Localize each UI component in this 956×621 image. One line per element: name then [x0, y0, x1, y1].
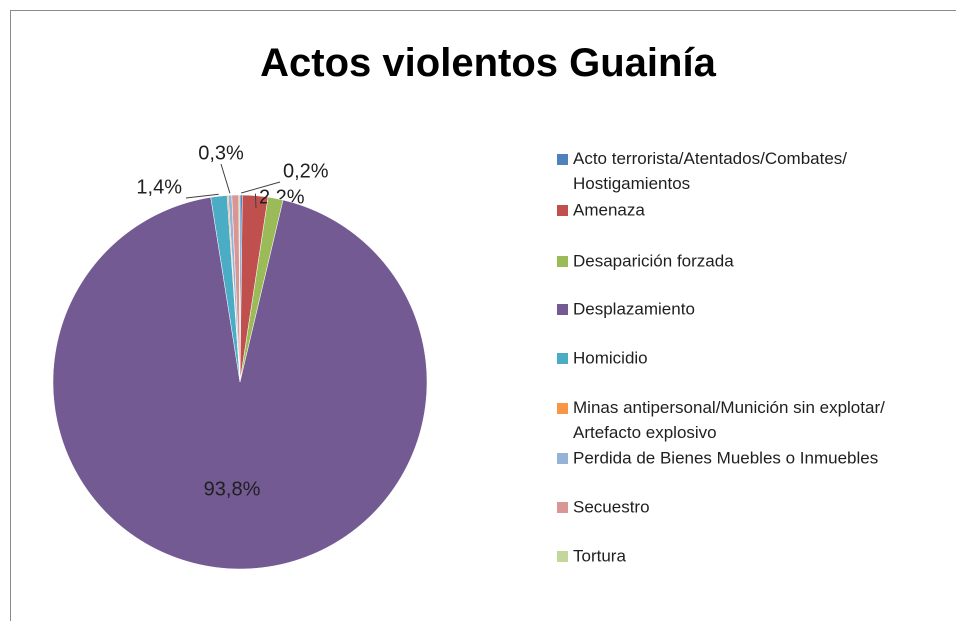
chart-border [10, 10, 956, 621]
legend-label-line: Artefacto explosivo [573, 423, 717, 442]
pie: 0,2%2,2%93,8%1,4%0,3% [52, 142, 428, 570]
leader-line [220, 163, 231, 194]
data-label: 1,4% [136, 176, 182, 198]
leader-line [241, 181, 281, 194]
legend-swatch [557, 551, 568, 562]
legend-label: Secuestro [573, 497, 650, 516]
legend-swatch [557, 502, 568, 513]
chart-title: Actos violentos Guainía [260, 41, 716, 85]
data-label: 0,3% [198, 142, 244, 164]
legend-label: Tortura [573, 546, 626, 565]
legend-swatch [557, 403, 568, 414]
legend-label: Desplazamiento [573, 299, 695, 318]
legend-label: Amenaza [573, 200, 645, 219]
legend: Acto terrorista/Atentados/Combates/Hosti… [557, 149, 885, 565]
legend-label-line: Acto terrorista/Atentados/Combates/ [573, 149, 847, 168]
legend-label: Desaparición forzada [573, 251, 734, 270]
leader-line [254, 193, 257, 209]
legend-swatch [557, 256, 568, 267]
legend-swatch [557, 304, 568, 315]
legend-label-line: Hostigamientos [573, 174, 690, 193]
pie-slice [238, 194, 241, 383]
data-label: 93,8% [204, 478, 261, 500]
legend-swatch [557, 353, 568, 364]
legend-swatch [557, 453, 568, 464]
legend-label: Homicidio [573, 348, 648, 367]
leader-line [185, 193, 219, 199]
legend-label: Acto terrorista/Atentados/Combates/Hosti… [573, 149, 847, 193]
legend-label: Perdida de Bienes Muebles o Inmuebles [573, 448, 878, 467]
data-label: 0,2% [283, 160, 329, 182]
legend-swatch [557, 205, 568, 216]
legend-label: Minas antipersonal/Munición sin explotar… [573, 398, 885, 442]
legend-label-line: Minas antipersonal/Munición sin explotar… [573, 398, 885, 417]
pie-slice [52, 197, 428, 570]
legend-swatch [557, 154, 568, 165]
